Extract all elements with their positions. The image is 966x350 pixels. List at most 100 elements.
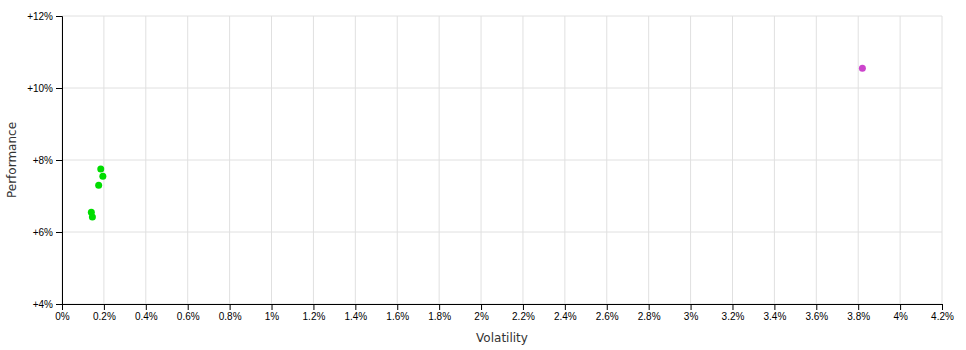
tick-label: 3% [684,311,699,322]
tick-mark [691,304,692,310]
grid-line-y [62,160,942,161]
tick-mark [56,304,62,305]
tick-mark [481,304,482,310]
tick-mark [858,304,859,310]
tick-label: 1.2% [303,311,326,322]
point [89,213,96,220]
tick-mark [146,304,147,310]
point [97,166,104,173]
tick: 0.8% [219,304,242,322]
tick: 0.6% [177,304,200,322]
tick: 3.8% [847,304,870,322]
tick: 1.2% [303,304,326,322]
tick-label: 3.6% [805,311,828,322]
tick-label: 2.2% [512,311,535,322]
y-axis-title: Performance [5,122,19,198]
tick: 1% [265,304,280,322]
series [88,166,107,221]
grid-line-y [62,232,942,233]
tick-label: 0.8% [219,311,242,322]
tick-label: 4.2% [931,311,954,322]
tick-label: +10% [27,83,53,94]
tick-mark [816,304,817,310]
points [88,65,866,221]
tick: 3.6% [805,304,828,322]
tick: 3.2% [722,304,745,322]
tick-label: 2.8% [638,311,661,322]
tick-mark [942,304,943,310]
tick-label: 0.4% [135,311,158,322]
tick: 0.4% [135,304,158,322]
tick: 1.4% [344,304,367,322]
tick-label: +6% [33,227,53,238]
tick-label: +12% [27,11,53,22]
tick-mark [56,160,62,161]
tick-label: +4% [33,299,53,310]
tick-mark [439,304,440,310]
tick-mark [188,304,189,310]
tick: 2.8% [638,304,661,322]
tick-mark [104,304,105,310]
axis-line [56,17,63,305]
x-axis-title: Volatility [476,331,528,345]
tick: 2.4% [554,304,577,322]
grid-line-y [62,88,942,89]
tick-label: 1% [265,311,280,322]
tick-mark [732,304,733,310]
tick-label: 4% [893,311,908,322]
tick-label: 0.6% [177,311,200,322]
tick: +6% [33,227,62,238]
tick-label: 0.2% [93,311,116,322]
tick-mark [774,304,775,310]
tick-mark [397,304,398,310]
tick-label: 1.4% [344,311,367,322]
tick-mark [523,304,524,310]
plot-area: 0% 0.2% 0.4% 0.6% 0.8% 1% 1.2% 1.4% 1.6% 1.8% 2% 2.… [27,11,954,322]
y-axis: +4% +6% +8% +10% +12% [27,11,62,310]
tick-label: 3.4% [763,311,786,322]
tick: 2.2% [512,304,535,322]
tick-mark [313,304,314,310]
tick: 3% [684,304,699,322]
tick-label: 3.2% [722,311,745,322]
tick-mark [649,304,650,310]
tick-mark [900,304,901,310]
tick-label: 1.6% [386,311,409,322]
tick-label: 0% [55,311,70,322]
tick: 2.6% [596,304,619,322]
tick-label: 2.4% [554,311,577,322]
tick: 4% [893,304,908,322]
point [859,65,866,72]
tick: 2% [474,304,489,322]
tick: 4.2% [931,304,954,322]
tick: +4% [33,299,62,310]
tick: 0% [55,304,70,322]
tick-mark [56,16,62,17]
tick-mark [607,304,608,310]
tick-mark [272,304,273,310]
tick: 1.8% [428,304,451,322]
tick-label: 2.6% [596,311,619,322]
tick-mark [56,232,62,233]
tick: 3.4% [763,304,786,322]
tick-label: 1.8% [428,311,451,322]
point [95,182,102,189]
tick: 0.2% [93,304,116,322]
axis-line [63,305,943,311]
tick: +10% [27,83,62,94]
tick: +12% [27,11,62,22]
tick-label: +8% [33,155,53,166]
x-axis: 0% 0.2% 0.4% 0.6% 0.8% 1% 1.2% 1.4% 1.6% 1.8% 2% 2.… [55,304,954,322]
tick-mark [355,304,356,310]
tick-label: 3.8% [847,311,870,322]
tick-mark [230,304,231,310]
tick: +8% [33,155,62,166]
tick-label: 2% [474,311,489,322]
tick-mark [565,304,566,310]
chart: 0% 0.2% 0.4% 0.6% 0.8% 1% 1.2% 1.4% 1.6% 1.8% 2% 2.… [0,0,966,350]
grid-line-y [62,16,942,17]
tick-mark [56,88,62,89]
point [99,173,106,180]
tick: 1.6% [386,304,409,322]
grid [62,16,942,304]
